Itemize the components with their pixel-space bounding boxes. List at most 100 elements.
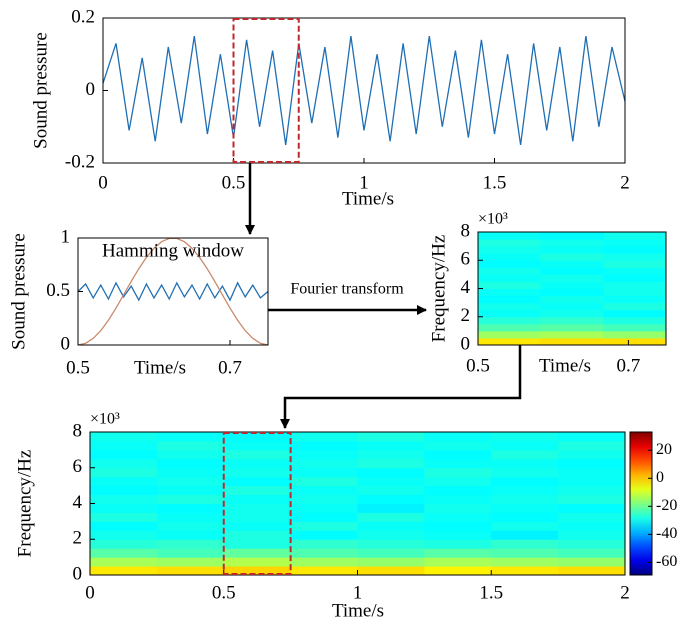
heat-cell — [223, 432, 292, 442]
heat-cell — [357, 557, 425, 567]
heat-cell — [357, 521, 425, 531]
x-tick-label: 2 — [620, 172, 630, 193]
heat-cell — [491, 521, 559, 531]
heat-cell — [603, 302, 667, 311]
heat-cell — [156, 449, 225, 460]
heat-cell — [491, 539, 559, 549]
heat-cell — [90, 494, 158, 504]
x-tick-label: 0.7 — [218, 357, 242, 378]
heat-cell — [478, 260, 541, 268]
heat-cell — [491, 458, 559, 469]
y-tick-label: -0.2 — [65, 151, 95, 172]
heat-cell — [424, 566, 492, 576]
y-tick-label: 0.5 — [46, 280, 70, 301]
x-tick-label: 0.7 — [617, 355, 641, 376]
heat-cell — [357, 494, 425, 504]
heat-cell — [357, 539, 425, 549]
heat-cell — [223, 557, 292, 567]
heat-cell — [156, 530, 225, 540]
heat-cell — [478, 302, 541, 311]
y-axis-label: Sound pressure — [8, 233, 29, 350]
heat-cell — [478, 267, 541, 275]
y-tick-label: 0 — [61, 333, 71, 354]
heat-cell — [357, 566, 425, 576]
heat-cell — [357, 432, 425, 442]
heat-cell — [478, 253, 541, 261]
heat-cell — [424, 557, 492, 567]
heat-cell — [478, 246, 541, 254]
heat-cell — [290, 548, 358, 558]
heat-cell — [290, 566, 358, 576]
x-axis-label: Time/s — [539, 355, 591, 376]
heat-cell — [90, 566, 158, 576]
heat-cell — [90, 432, 158, 442]
heat-cell — [491, 566, 559, 576]
y-tick-label: 4 — [73, 492, 83, 513]
heat-cell — [491, 557, 559, 567]
chart: 0.5 0.7 0 0.5 1 Time/s Sound pressure Hamming w… — [8, 226, 269, 378]
heat-cell — [357, 485, 425, 496]
heat-cell — [290, 467, 358, 478]
heat-cell — [223, 530, 292, 540]
heat-cell — [478, 295, 541, 304]
heat-cell — [156, 485, 225, 496]
heat-cell — [478, 288, 541, 297]
heat-cell — [478, 309, 541, 318]
heat-cell — [156, 512, 225, 522]
heat-cell — [290, 557, 358, 567]
heat-cell — [558, 512, 626, 522]
heat-cell — [491, 476, 559, 487]
heat-cell — [357, 503, 425, 513]
axes-frame — [102, 17, 626, 164]
heat-cell — [223, 548, 292, 558]
heat-cell — [478, 323, 541, 332]
heat-cell — [90, 521, 158, 531]
x-tick-label: 0.5 — [222, 172, 246, 193]
heat-cell — [290, 476, 358, 487]
colorbar-tick-label: -40 — [656, 525, 677, 542]
x-axis-label: Time/s — [342, 188, 394, 209]
heat-cell — [491, 432, 559, 442]
heat-cell — [540, 309, 605, 318]
heat-cell — [558, 432, 626, 442]
x-tick-label: 1.5 — [483, 172, 507, 193]
heat-cell — [540, 337, 605, 346]
heat-cell — [603, 232, 667, 240]
heat-cell — [290, 512, 358, 522]
heat-cell — [156, 458, 225, 469]
heat-cell — [603, 253, 667, 261]
heat-cell — [424, 503, 492, 513]
heat-cell — [156, 503, 225, 513]
heat-cell — [558, 557, 626, 567]
heat-cell — [90, 503, 158, 513]
chart: 0.5 0.7 0 2 4 6 8 Time/s Frequency/Hz ×10³ — [428, 211, 667, 376]
heat-cell — [491, 503, 559, 513]
x-tick-label: 2 — [620, 582, 630, 603]
heat-cell — [156, 432, 225, 442]
y-tick-label: 2 — [461, 305, 471, 326]
y-tick-label: 8 — [73, 420, 83, 441]
heat-cell — [478, 330, 541, 339]
heat-cell — [424, 476, 492, 487]
heat-cell — [540, 246, 605, 254]
y-tick-label: 0.2 — [71, 6, 95, 27]
heat-cell — [424, 494, 492, 504]
heat-cell — [223, 485, 292, 496]
heat-cell — [540, 295, 605, 304]
heat-cell — [424, 512, 492, 522]
heat-cell — [90, 557, 158, 567]
heat-cell — [223, 503, 292, 513]
heat-cell — [424, 539, 492, 549]
y-tick-label: 4 — [461, 277, 471, 298]
heat-cell — [558, 503, 626, 513]
heat-cell — [90, 476, 158, 487]
y-tick-label: 0 — [73, 563, 83, 584]
axis-multiplier: ×10³ — [478, 211, 508, 228]
heat-cell — [90, 467, 158, 478]
heat-cell — [156, 476, 225, 487]
heat-cell — [424, 432, 492, 442]
y-axis-label: Sound pressure — [30, 32, 51, 149]
y-axis-label: Frequency/Hz — [428, 235, 449, 343]
line — [78, 281, 268, 302]
